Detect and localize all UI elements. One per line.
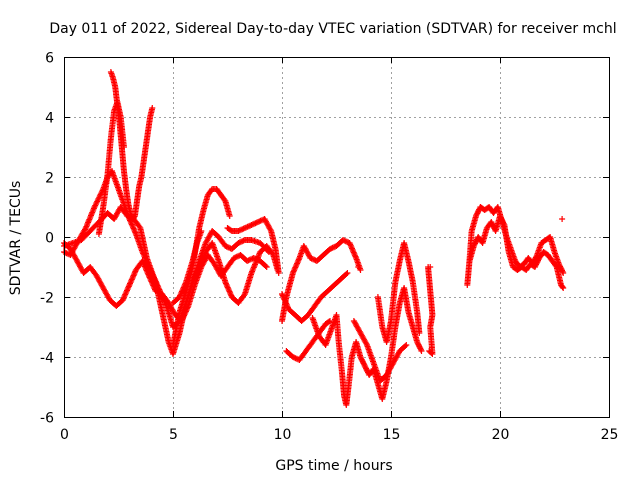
- y-axis-label: SDTVAR / TECUs: [8, 181, 24, 296]
- data-marker: [76, 262, 83, 268]
- data-marker: [560, 270, 567, 276]
- data-marker: [403, 342, 410, 348]
- data-marker-isolated: [427, 264, 434, 270]
- data-marker: [427, 349, 434, 355]
- data-marker: [122, 291, 129, 298]
- data-marker: [426, 348, 433, 354]
- data-marker: [275, 270, 282, 276]
- data-marker: [500, 220, 507, 227]
- x-tick-label: 20: [492, 427, 510, 443]
- data-marker: [344, 270, 351, 276]
- x-tick-label: 10: [274, 427, 292, 443]
- x-tick-label: 0: [60, 427, 69, 443]
- data-marker: [416, 330, 423, 336]
- y-tick-label: -4: [40, 351, 54, 367]
- data-marker: [149, 105, 156, 111]
- data-marker: [226, 213, 233, 219]
- y-tick-label: -6: [40, 411, 54, 427]
- y-tick-label: -2: [40, 291, 54, 307]
- data-marker: [325, 318, 332, 325]
- y-tick-label: 6: [45, 51, 54, 67]
- x-tick-label: 25: [601, 427, 619, 443]
- data-marker: [198, 228, 205, 234]
- data-marker: [262, 263, 269, 269]
- x-tick-label: 15: [383, 427, 401, 443]
- data-points: [61, 69, 567, 408]
- data-marker: [559, 284, 566, 290]
- x-tick-label: 5: [169, 427, 178, 443]
- data-marker: [343, 271, 350, 277]
- x-axis-label: GPS time / hours: [275, 458, 392, 474]
- grid-lines: [64, 57, 609, 417]
- y-tick-label: 2: [45, 171, 54, 187]
- data-marker: [402, 343, 409, 349]
- data-marker-isolated: [559, 216, 566, 222]
- data-marker: [265, 249, 272, 255]
- y-tick-label: 0: [45, 231, 54, 247]
- data-marker: [267, 226, 274, 233]
- y-tick-label: 4: [45, 111, 54, 127]
- data-marker: [136, 223, 143, 230]
- data-marker: [264, 247, 271, 254]
- data-marker: [121, 144, 127, 150]
- data-marker: [418, 348, 425, 354]
- axis-ticks: [64, 57, 610, 418]
- data-marker: [363, 340, 370, 347]
- data-marker: [263, 264, 270, 270]
- tick-labels: 0 5 10 15 20 25 -6 -4 -2 0 2 4 6: [40, 51, 618, 444]
- data-marker: [560, 285, 567, 291]
- chart-title: Day 011 of 2022, Sidereal Day-to-day VTE…: [49, 21, 616, 37]
- data-marker: [552, 262, 559, 269]
- data-marker-isolated: [355, 264, 362, 270]
